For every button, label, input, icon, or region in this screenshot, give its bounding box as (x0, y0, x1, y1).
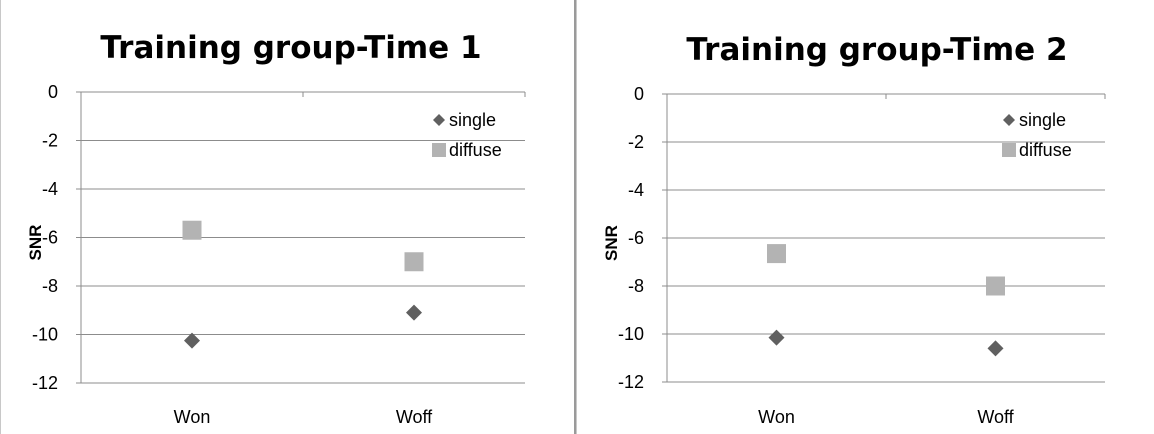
data-point-diffuse (767, 244, 786, 264)
y-tick-label: 0 (634, 84, 644, 104)
chart-title: Training group-Time 1 (100, 30, 481, 66)
y-tick-label: -4 (628, 180, 644, 200)
legend-marker-diffuse (432, 143, 446, 157)
y-tick-label: 0 (48, 82, 58, 102)
legend-marker-single (433, 114, 445, 126)
x-tick-label: Won (174, 407, 211, 427)
chart-time1: Training group-Time 1 0 -2 -4 -6 -8 -10 -12 Won W… (26, 30, 526, 427)
x-tick-label: Woff (396, 407, 433, 427)
legend-label-diffuse: diffuse (1019, 140, 1072, 160)
data-point-single (987, 340, 1004, 357)
chart-title: Training group-Time 2 (686, 32, 1067, 68)
y-tick-label: -2 (42, 131, 58, 151)
y-tick-label: -12 (618, 372, 644, 392)
y-tick-label: -12 (32, 373, 58, 393)
y-tick-label: -8 (42, 276, 58, 296)
legend-label-single: single (1019, 110, 1066, 130)
y-axis-label: SNR (602, 225, 621, 261)
data-point-single (184, 332, 200, 349)
y-tick-label: -6 (42, 228, 58, 248)
y-tick-label: -2 (628, 132, 644, 152)
chart-panel-time2: Training group-Time 2 0 -2 -4 -6 -8 -10 -12 Won W… (576, 0, 1154, 434)
y-axis-label: SNR (26, 225, 45, 261)
chart-panel-time1: Training group-Time 1 0 -2 -4 -6 -8 -10 -12 Won W… (0, 0, 576, 434)
legend-marker-diffuse (1002, 143, 1016, 157)
legend-marker-single (1003, 114, 1015, 126)
legend-label-single: single (449, 110, 496, 130)
data-point-diffuse (182, 220, 202, 240)
data-point-diffuse (404, 252, 424, 272)
data-point-single (406, 304, 422, 321)
x-tick-label: Woff (977, 407, 1014, 427)
y-tick-label: -10 (32, 325, 58, 345)
y-tick-label: -6 (628, 228, 644, 248)
data-point-single (768, 329, 785, 346)
y-tick-label: -8 (628, 276, 644, 296)
y-tick-label: -10 (618, 324, 644, 344)
chart-time2: Training group-Time 2 0 -2 -4 -6 -8 -10 -12 Won W… (602, 32, 1106, 427)
data-point-diffuse (986, 276, 1005, 296)
y-tick-label: -4 (42, 179, 58, 199)
x-tick-label: Won (758, 407, 795, 427)
legend-label-diffuse: diffuse (449, 140, 502, 160)
